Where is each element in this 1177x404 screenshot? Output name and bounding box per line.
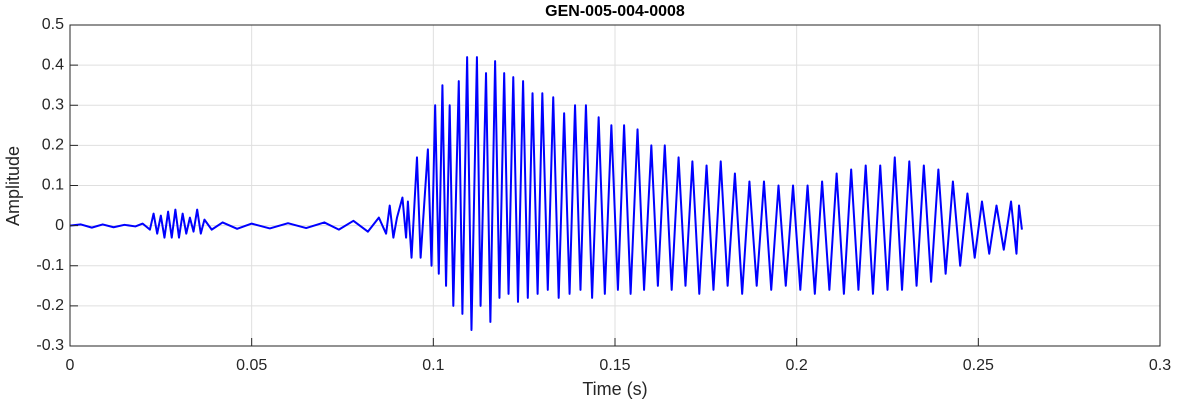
x-tick-label: 0.15: [599, 357, 630, 374]
y-tick-label: 0.3: [42, 96, 64, 113]
y-tick-label: -0.3: [36, 337, 64, 354]
y-tick-label: 0.1: [42, 177, 64, 194]
y-tick-label: 0.4: [42, 56, 64, 73]
x-tick-label: 0.1: [422, 357, 444, 374]
x-tick-label: 0: [66, 357, 75, 374]
y-tick-label: 0.5: [42, 16, 64, 33]
x-tick-label: 0.2: [786, 357, 808, 374]
y-tick-label: 0: [55, 217, 64, 234]
chart-title: GEN-005-004-0008: [545, 3, 685, 20]
y-axis-label: Amplitude: [3, 146, 23, 226]
x-axis-label: Time (s): [582, 379, 647, 399]
x-tick-label: 0.3: [1149, 357, 1171, 374]
waveform-line: [69, 56, 1023, 331]
x-tick-label: 0.25: [963, 357, 994, 374]
y-tick-label: -0.2: [36, 297, 64, 314]
y-tick-label: 0.2: [42, 137, 64, 154]
x-tick-label: 0.05: [236, 357, 267, 374]
y-tick-label: -0.1: [36, 257, 64, 274]
grid: [69, 24, 1161, 347]
plot: [69, 56, 1023, 331]
